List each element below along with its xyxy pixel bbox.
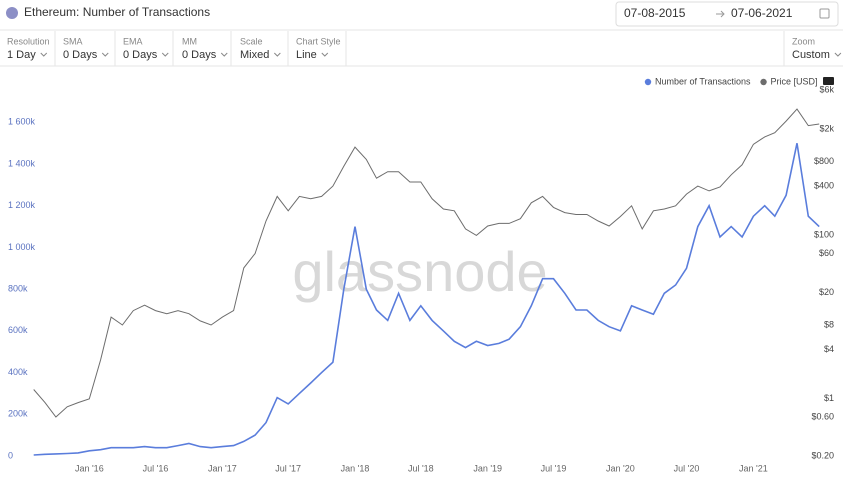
watermark: glassnode (292, 240, 547, 303)
series-line (33, 143, 820, 456)
title: Ethereum: Number of Transactions (24, 5, 210, 19)
control-label[interactable]: Resolution (7, 36, 50, 46)
date-from[interactable]: 07-08-2015 (624, 6, 686, 20)
y2-tick-label: $4 (824, 344, 834, 354)
y-tick-label: 1 200k (8, 200, 36, 210)
control-value[interactable]: 0 Days (63, 49, 98, 61)
toolbar-control[interactable]: EMA 0 Days (123, 36, 169, 61)
x-tick-label: Jul '18 (408, 463, 434, 473)
y2-tick-label: $2k (819, 123, 834, 133)
control-value[interactable]: 1 Day (7, 49, 36, 61)
x-tick-label: Jul '17 (275, 463, 301, 473)
eth-icon (6, 7, 18, 19)
toolbar-control[interactable]: MM 0 Days (182, 36, 228, 61)
y2-tick-label: $1 (824, 393, 834, 403)
toolbar-control[interactable]: Scale Mixed (240, 36, 281, 61)
toolbar-control[interactable]: SMA 0 Days (63, 36, 109, 61)
chevron (834, 52, 842, 57)
chevron (40, 52, 48, 57)
x-tick-label: Jan '18 (341, 463, 370, 473)
control-label[interactable]: MM (182, 36, 197, 46)
arrow (716, 10, 725, 18)
control-value[interactable]: Line (296, 49, 317, 61)
control-label[interactable]: EMA (123, 36, 143, 46)
legend: Number of Transactions Price [USD] (644, 76, 818, 86)
control-value[interactable]: 0 Days (123, 49, 158, 61)
y-tick-label: 1 000k (8, 242, 36, 252)
control-label[interactable]: Zoom (792, 36, 815, 46)
control-value[interactable]: 0 Days (182, 49, 217, 61)
y2-tick-label: $0.20 (811, 450, 834, 460)
chevron (220, 52, 228, 57)
y2-tick-label: $100 (814, 230, 834, 240)
x-tick-label: Jan '20 (606, 463, 635, 473)
series-line (33, 108, 820, 418)
y-tick-label: 800k (8, 284, 28, 294)
x-tick-label: Jan '19 (473, 463, 502, 473)
y2-tick-label: $6k (819, 84, 834, 94)
zoom-control[interactable]: Zoom Custom (792, 36, 842, 61)
header: Ethereum: Number of Transactions 07-08-2… (6, 1, 839, 27)
y-tick-label: 400k (8, 367, 28, 377)
toolbar: Resolution 1 Day SMA 0 Days EMA 0 Days MM 0 Day… (7, 31, 842, 66)
date-to[interactable]: 07-06-2021 (731, 6, 793, 20)
y2-tick-label: $800 (814, 156, 834, 166)
chevron (101, 52, 109, 57)
x-tick-label: Jan '17 (208, 463, 237, 473)
legend-label: Number of Transactions (655, 76, 751, 86)
y2-tick-label: $60 (819, 248, 834, 258)
control-value[interactable]: Custom (792, 49, 830, 61)
y2-tick-label: $0.60 (811, 411, 834, 421)
y2-tick-label: $20 (819, 287, 834, 297)
toolbar-control[interactable]: Chart Style Line (296, 36, 341, 61)
chevron (273, 52, 281, 57)
y-tick-label: 200k (8, 409, 28, 419)
y-tick-label: 1 600k (8, 117, 36, 127)
chevron (161, 52, 169, 57)
legend-swatch (760, 78, 767, 86)
y-tick-label: 600k (8, 325, 28, 335)
chevron (321, 52, 329, 57)
y-tick-label: 1 400k (8, 158, 36, 168)
control-label[interactable]: Chart Style (296, 36, 341, 46)
toolbar-control[interactable]: Resolution 1 Day (7, 36, 50, 61)
x-tick-label: Jul '16 (143, 463, 169, 473)
x-tick-label: Jan '21 (739, 463, 768, 473)
x-tick-label: Jul '19 (541, 463, 567, 473)
control-label[interactable]: Scale (240, 36, 263, 46)
camera-icon[interactable] (823, 77, 834, 85)
legend-label: Price [USD] (771, 76, 818, 86)
control-label[interactable]: SMA (63, 36, 83, 46)
x-tick-label: Jul '20 (674, 463, 700, 473)
y2-tick-label: $400 (814, 181, 834, 191)
x-tick-label: Jan '16 (75, 463, 104, 473)
y2-tick-label: $8 (824, 319, 834, 329)
y-tick-label: 0 (8, 450, 13, 460)
calendar-icon[interactable] (819, 8, 830, 19)
date-range[interactable] (615, 1, 839, 27)
control-value[interactable]: Mixed (240, 49, 269, 61)
legend-swatch (644, 78, 652, 86)
